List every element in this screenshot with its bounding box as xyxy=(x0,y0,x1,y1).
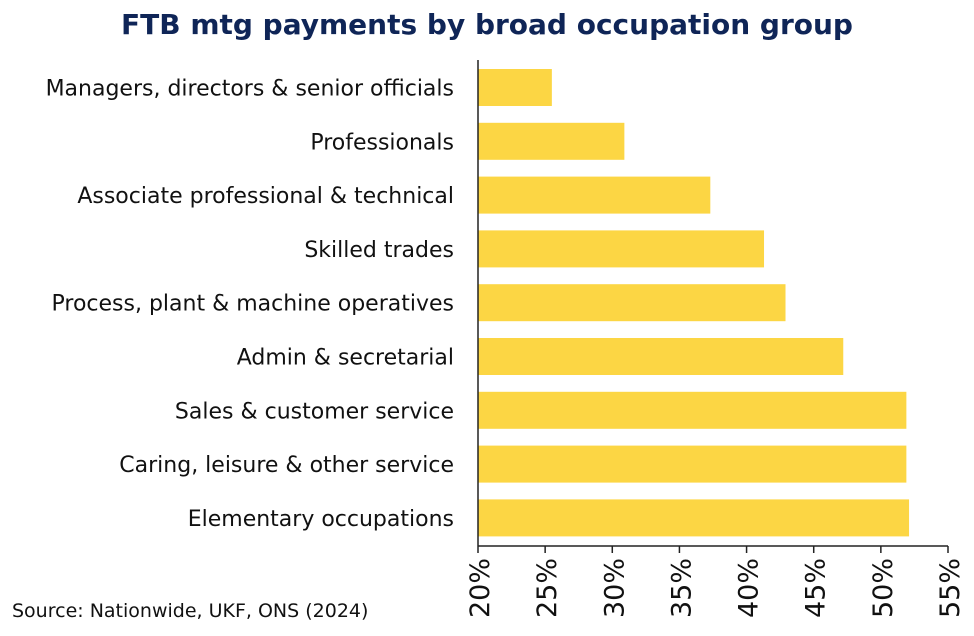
x-tick-label: 25% xyxy=(532,558,563,618)
x-tick-label: 50% xyxy=(868,558,899,618)
x-tick-label: 30% xyxy=(599,558,630,618)
x-tick-label: 20% xyxy=(465,558,496,618)
chart-title: FTB mtg payments by broad occupation gro… xyxy=(121,8,853,41)
bar xyxy=(478,391,907,429)
x-tick-label: 45% xyxy=(801,558,832,618)
category-label: Skilled trades xyxy=(304,238,454,263)
bar xyxy=(478,69,552,106)
bar xyxy=(478,338,844,375)
category-label: Associate professional & technical xyxy=(77,184,454,209)
bar xyxy=(478,445,907,483)
category-label: Elementary occupations xyxy=(188,507,454,532)
category-label: Managers, directors & senior officials xyxy=(46,77,454,102)
category-label: Caring, leisure & other service xyxy=(119,453,454,478)
bar xyxy=(478,284,786,322)
category-label: Professionals xyxy=(310,130,454,155)
bar xyxy=(478,122,625,160)
x-tick-label: 35% xyxy=(666,558,697,618)
source-note: Source: Nationwide, UKF, ONS (2024) xyxy=(12,600,369,622)
category-label: Process, plant & machine operatives xyxy=(52,292,455,317)
x-tick-label: 55% xyxy=(935,558,966,618)
category-label: Admin & secretarial xyxy=(237,346,454,371)
bar xyxy=(478,499,910,537)
bar xyxy=(478,230,765,268)
x-tick-label: 40% xyxy=(734,558,765,618)
bar xyxy=(478,176,711,214)
category-label: Sales & customer service xyxy=(175,399,454,424)
